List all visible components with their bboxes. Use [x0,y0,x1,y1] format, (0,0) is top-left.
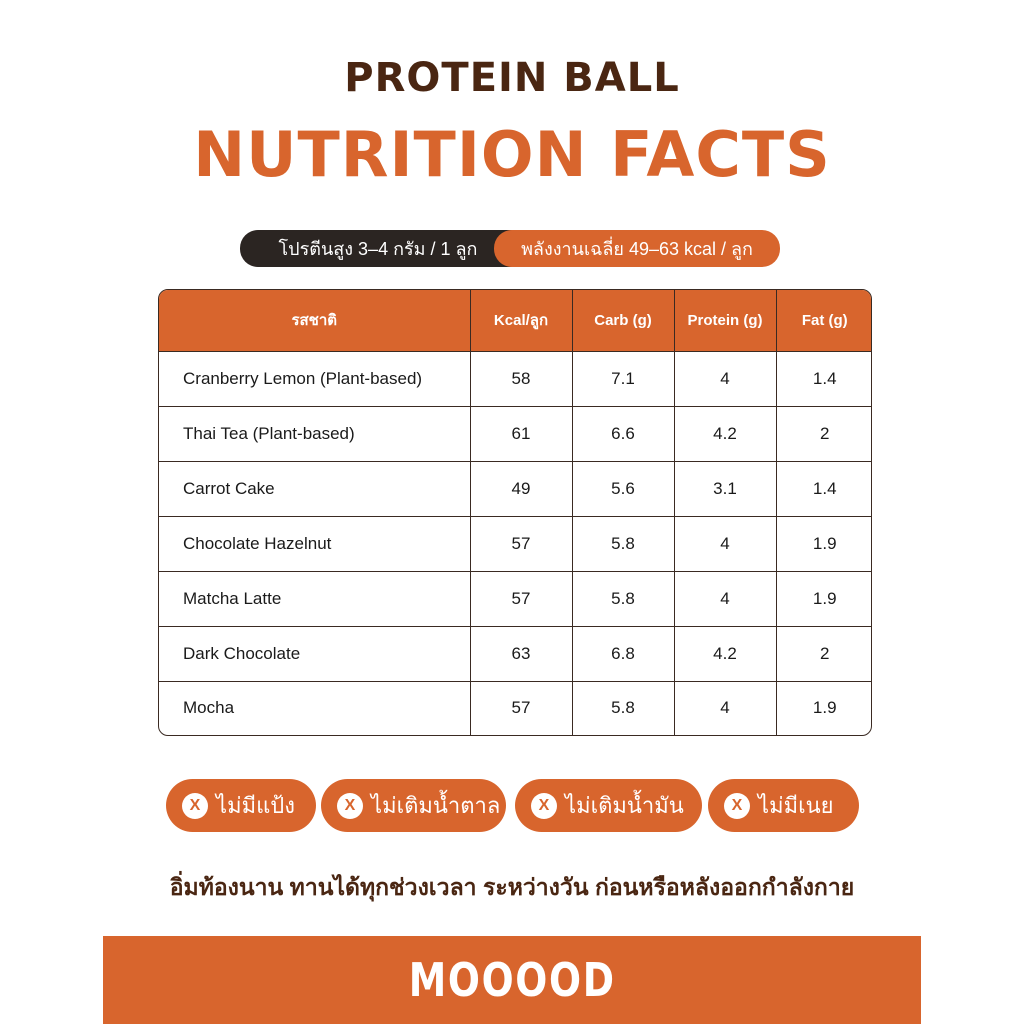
protein-cell: 4.2 [674,406,777,462]
carb-cell: 5.8 [572,571,675,627]
badge-no-added-oil: X ไม่เติมน้ำมัน [515,779,702,832]
kcal-cell: 58 [470,351,573,407]
nutrition-table: รสชาติ Kcal/ลูก Carb (g) Protein (g) Fat… [158,289,872,736]
table-row: Mocha 57 5.8 4 1.9 [159,681,871,735]
badge-no-added-sugar: X ไม่เติมน้ำตาล [321,779,506,832]
flavor-cell: Carrot Cake [159,461,471,517]
column-header-carb: Carb (g) [572,290,675,351]
protein-info-pill: โปรตีนสูง 3–4 กรัม / 1 ลูก [240,230,512,267]
brand-logo: MOOOOD [408,953,616,1007]
carb-cell: 6.6 [572,406,675,462]
carb-cell: 7.1 [572,351,675,407]
x-circle-icon: X [337,792,363,819]
flavor-cell: Thai Tea (Plant-based) [159,406,471,462]
carb-cell: 5.6 [572,461,675,517]
fat-cell: 1.4 [812,478,837,498]
table-row: Dark Chocolate 63 6.8 4.2 2 [159,626,871,682]
flavor-cell: Matcha Latte [159,571,471,627]
table-row: Cranberry Lemon (Plant-based) 58 7.1 4 1… [159,351,871,407]
table-row: Thai Tea (Plant-based) 61 6.6 4.2 2 [159,406,871,462]
badge-no-butter: X ไม่มีเนย [708,779,859,832]
table-row: Matcha Latte 57 5.8 4 1.9 [159,571,871,627]
x-circle-icon: X [531,792,557,819]
page-title: NUTRITION FACTS [193,118,831,191]
fat-cell: 1.9 [812,698,837,718]
protein-cell: 4 [674,571,777,627]
kcal-cell: 61 [470,406,573,462]
kcal-cell: 57 [470,571,573,627]
protein-cell: 4 [674,351,777,407]
badge-label: ไม่มีเนย [758,793,834,818]
protein-cell: 3.1 [674,461,777,517]
flavor-cell: Dark Chocolate [159,626,471,682]
protein-cell: 4 [674,681,777,735]
feature-badges: X ไม่มีแป้ง X ไม่เติมน้ำตาล X ไม่เติมน้ำ… [166,779,866,832]
table-row: Chocolate Hazelnut 57 5.8 4 1.9 [159,516,871,572]
badge-no-flour: X ไม่มีแป้ง [166,779,316,832]
kcal-cell: 49 [470,461,573,517]
column-header-kcal: Kcal/ลูก [470,290,573,351]
kcal-cell: 57 [470,681,573,735]
kcal-cell: 57 [470,516,573,572]
flavor-cell: Mocha [159,681,471,735]
fat-cell: 1.9 [812,588,837,608]
fat-cell: 2 [820,423,830,443]
badge-label: ไม่เติมน้ำมัน [565,793,684,818]
flavor-cell: Cranberry Lemon (Plant-based) [159,351,471,407]
carb-cell: 5.8 [572,681,675,735]
x-circle-icon: X [182,792,208,819]
flavor-cell: Chocolate Hazelnut [159,516,471,572]
fat-cell: 1.4 [812,368,837,388]
column-header-flavor: รสชาติ [159,290,471,351]
table-row: Carrot Cake 49 5.6 3.1 1.4 [159,461,871,517]
protein-cell: 4.2 [674,626,777,682]
energy-info-pill: พลังงานเฉลี่ย 49–63 kcal / ลูก [494,230,780,267]
table-header-row: รสชาติ Kcal/ลูก Carb (g) Protein (g) Fat… [159,290,871,351]
footer-banner: MOOOOD [103,936,921,1024]
column-header-fat: Fat (g) [801,311,848,329]
kcal-cell: 63 [470,626,573,682]
badge-label: ไม่มีแป้ง [216,793,295,818]
x-circle-icon: X [724,792,750,819]
slogan-text: อิ่มท้องนาน ทานได้ทุกช่วงเวลา ระหว่างวัน… [169,874,855,900]
fat-cell: 1.9 [812,533,837,553]
fat-cell: 2 [820,643,830,663]
protein-cell: 4 [674,516,777,572]
carb-cell: 6.8 [572,626,675,682]
header-title: PROTEIN BALL [344,55,680,101]
info-pills: โปรตีนสูง 3–4 กรัม / 1 ลูก พลังงานเฉลี่ย… [240,230,780,267]
column-header-protein: Protein (g) [674,290,777,351]
carb-cell: 5.8 [572,516,675,572]
badge-label: ไม่เติมน้ำตาล [371,793,501,818]
